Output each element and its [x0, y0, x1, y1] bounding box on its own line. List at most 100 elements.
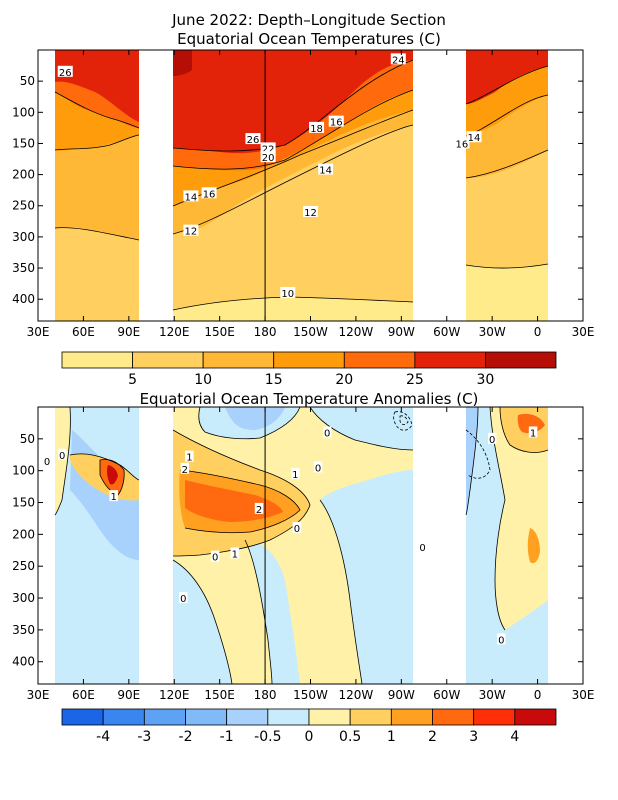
contour-label: 12 — [304, 208, 317, 219]
contour-label-bg — [210, 550, 220, 562]
colorbar-swatch — [349, 708, 392, 726]
y-tick-label: 400 — [12, 292, 35, 306]
x-tick-label: 120E — [159, 688, 190, 702]
colorbar-label: 3 — [469, 729, 478, 745]
contour-label-bg — [183, 224, 199, 236]
x-tick-label: 30E — [572, 688, 595, 702]
colorbar-swatch — [132, 351, 204, 369]
contour-label: 20 — [262, 153, 275, 164]
anomaly-field — [54, 407, 549, 684]
x-tick-label: 180 — [254, 325, 277, 339]
contour-label-bg — [454, 137, 470, 149]
x-tick-label: 60E — [72, 325, 95, 339]
colorbar-label: -0.5 — [254, 729, 281, 745]
x-tick-label: 30W — [479, 688, 506, 702]
contour-label: 0 — [419, 543, 425, 554]
x-tick-label: 30E — [572, 325, 595, 339]
contour-label: 14 — [185, 192, 198, 203]
colorbar-label: 10 — [194, 372, 212, 388]
contour-label: 16 — [456, 139, 469, 150]
contour-label: 0 — [315, 463, 321, 474]
contour-label-bg — [303, 205, 318, 217]
colorbar-swatch — [514, 708, 557, 726]
contour-label: 24 — [392, 55, 405, 66]
y-tick-label: 200 — [12, 168, 35, 182]
x-tick-label: 0 — [534, 325, 542, 339]
contour-label: 2 — [182, 465, 188, 476]
y-tick-label: 300 — [12, 591, 35, 605]
colorbar: 5 10 15 20 25 30 — [61, 351, 557, 388]
contour-label-bg — [418, 541, 427, 553]
y-tick-label: 350 — [12, 261, 35, 275]
colorbar-swatch — [202, 351, 275, 369]
colorbar-label: 0 — [305, 729, 314, 745]
data-column-atlantic — [466, 407, 548, 684]
colorbar: -4 -3 -2 -1 -0.5 0 0.5 1 2 3 4 — [61, 708, 557, 745]
contour-label-bg — [280, 286, 296, 298]
y-tick-label: 350 — [12, 623, 35, 637]
data-column-atlantic — [466, 50, 548, 321]
y-tick-label: 150 — [12, 136, 35, 150]
y-tick-label: 300 — [12, 230, 35, 244]
contour-label: 1 — [111, 492, 117, 503]
y-tick-label: 250 — [12, 199, 35, 213]
contour-label: 12 — [185, 227, 198, 238]
contour-label-bg — [57, 65, 73, 77]
contour-label: 16 — [203, 189, 216, 200]
contour-label-bg — [313, 461, 323, 473]
contour-label: 16 — [330, 118, 343, 129]
contour-label-bg — [180, 462, 190, 474]
contour-label-bg — [390, 53, 406, 65]
contour-label: 14 — [468, 133, 481, 144]
x-tick-label: 60E — [72, 688, 95, 702]
contour-label-bg — [328, 115, 344, 127]
y-tick-label: 400 — [12, 655, 35, 669]
chart-title: June 2022: Depth–Longitude Section — [171, 11, 446, 29]
x-tick-label: 180 — [254, 688, 277, 702]
data-column-pacific — [173, 407, 413, 684]
colorbar-swatch — [143, 708, 186, 726]
contour-label-bg — [260, 142, 276, 154]
colorbar-swatch — [485, 351, 557, 369]
contour-label-bg — [109, 490, 118, 502]
x-tick-label: 30W — [479, 325, 506, 339]
contour-label: 1 — [186, 453, 192, 464]
colorbar-label: 20 — [335, 372, 353, 388]
colorbar-label: 4 — [510, 729, 519, 745]
negative-contours — [393, 411, 491, 479]
colorbar-label: -3 — [137, 729, 151, 745]
x-tick-label: 90W — [388, 325, 415, 339]
chart-subtitle: Equatorial Ocean Temperatures (C) — [177, 30, 441, 48]
contour-label-bg — [254, 502, 264, 514]
colorbar-swatch — [390, 708, 433, 726]
contour-label: 26 — [247, 135, 260, 146]
colorbar-swatch — [414, 351, 486, 369]
contour-label-bg — [42, 455, 52, 467]
y-tick-label: 100 — [12, 105, 35, 119]
contour-label-bg — [528, 426, 538, 438]
y-tick-label: 50 — [20, 74, 35, 88]
x-tick-label: 150W — [293, 325, 328, 339]
contour-label: 0 — [212, 553, 218, 564]
colorbar-swatch — [61, 351, 133, 369]
contour-label: 0 — [294, 524, 300, 535]
contour-label: 10 — [281, 289, 294, 300]
contour-label: 0 — [324, 428, 330, 439]
y-tick-label: 50 — [20, 432, 35, 446]
data-column-pacific — [173, 50, 413, 321]
contour-label-bg — [318, 163, 334, 175]
x-tick-label: 90E — [117, 688, 140, 702]
x-tick-label: 120W — [339, 688, 374, 702]
x-axis: 30E 60E 90E 120E 150E 180 150W 120W 90W 60W 30W 0 30… — [27, 50, 595, 339]
colorbar-swatch — [61, 708, 104, 726]
colorbar-label: 25 — [406, 372, 424, 388]
y-tick-label: 250 — [12, 559, 35, 573]
contour-label: 0 — [489, 435, 495, 446]
contour-label: 1 — [232, 549, 238, 560]
colorbar-label: -2 — [179, 729, 193, 745]
contour-label-bg — [292, 521, 302, 533]
contour-label: 0 — [180, 594, 186, 605]
contour-label: 0 — [59, 451, 65, 462]
colorbar-swatch — [102, 708, 145, 726]
